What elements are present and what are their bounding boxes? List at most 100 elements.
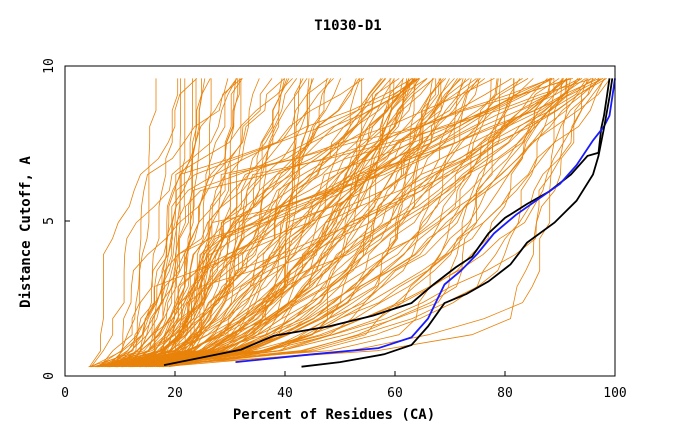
model-curve [90, 78, 203, 368]
model-curve [151, 78, 477, 368]
model-curve [159, 78, 416, 368]
model-curve [91, 78, 407, 368]
model-curve [101, 78, 314, 368]
model-curve [131, 78, 470, 368]
model-curve [155, 78, 588, 368]
model-curve [168, 78, 442, 368]
model-curve [166, 78, 495, 367]
model-curve [162, 78, 290, 367]
y-axis: 0 5 10 [42, 58, 70, 380]
model-curve [150, 78, 552, 368]
model-curve [123, 78, 498, 368]
y-axis-label: Distance Cutoff, A [18, 156, 34, 308]
model-curve [97, 78, 568, 368]
x-tick-label: 60 [387, 386, 403, 401]
model-curve [155, 78, 434, 368]
model-curve [140, 78, 242, 368]
x-axis-label: Percent of Residues (CA) [233, 407, 435, 423]
model-curve [107, 78, 285, 367]
model-curve [148, 78, 298, 368]
model-curve [114, 78, 332, 368]
model-curve [97, 78, 603, 368]
chart-title: T1030-D1 [314, 18, 381, 34]
model-curve [152, 78, 288, 368]
x-axis: 0 20 40 60 80 100 [61, 371, 627, 401]
x-tick-label: 80 [497, 386, 513, 401]
model-curve [140, 78, 395, 368]
model-curve [95, 78, 428, 368]
model-curve [108, 78, 586, 368]
model-curve [145, 78, 415, 368]
model-curve [157, 78, 206, 367]
model-curve [122, 78, 485, 368]
model-curve [137, 78, 193, 367]
model-curve [135, 78, 360, 368]
model-curve [129, 78, 512, 368]
model-curve [115, 78, 428, 368]
model-curve [105, 78, 383, 368]
model-curve [90, 78, 229, 367]
model-curve [144, 78, 416, 368]
model-curve [131, 78, 563, 368]
model-curve [146, 78, 480, 368]
model-curve [122, 78, 365, 367]
model-curve [139, 78, 568, 368]
model-curve [158, 78, 182, 367]
plot-area [64, 65, 616, 377]
model-curve [144, 78, 283, 368]
model-curve [149, 78, 554, 368]
model-curve [163, 78, 410, 368]
model-curve [119, 78, 179, 367]
model-curve [113, 78, 420, 367]
model-curve [153, 78, 237, 368]
model-curve [96, 78, 450, 368]
model-curve [159, 78, 502, 368]
x-tick-label: 20 [167, 386, 183, 401]
model-curves [88, 78, 611, 368]
x-tick-label: 0 [61, 386, 69, 401]
model-curve [136, 78, 611, 368]
model-curve [133, 78, 391, 368]
highlighted-curve-black [163, 78, 611, 366]
model-curve [161, 78, 467, 368]
model-curve [154, 78, 400, 367]
model-curve [110, 78, 413, 367]
model-curve [152, 78, 382, 368]
model-curve [109, 78, 492, 368]
model-curve [120, 78, 605, 368]
y-tick-label: 10 [42, 58, 57, 74]
model-curve [113, 78, 242, 367]
model-curve [98, 78, 447, 368]
model-curve [162, 78, 560, 368]
highlighted-curve-black [301, 78, 614, 368]
model-curve [112, 78, 479, 368]
model-curve [89, 78, 198, 367]
model-curve [94, 78, 603, 368]
model-curve [129, 78, 499, 368]
model-curve [155, 78, 462, 368]
model-curve [124, 78, 243, 368]
model-curve [138, 78, 415, 368]
model-curve [96, 78, 551, 368]
model-curve [94, 78, 329, 368]
highlighted-curves [163, 78, 616, 368]
model-curve [134, 78, 555, 368]
model-curve [122, 78, 514, 368]
model-curve [115, 78, 579, 368]
model-curve [91, 78, 387, 368]
model-curve [139, 78, 238, 367]
model-curve [130, 78, 186, 367]
y-tick-label: 0 [42, 372, 57, 380]
y-tick-label: 5 [42, 217, 57, 225]
model-curve [99, 78, 157, 367]
model-curve [106, 78, 594, 368]
model-curve [109, 78, 363, 368]
model-curve [159, 78, 212, 368]
model-curve [163, 78, 308, 367]
model-curve [162, 78, 568, 368]
x-tick-label: 40 [277, 386, 293, 401]
model-curve [159, 78, 606, 368]
x-tick-label: 100 [603, 386, 626, 401]
model-curve [158, 78, 455, 368]
